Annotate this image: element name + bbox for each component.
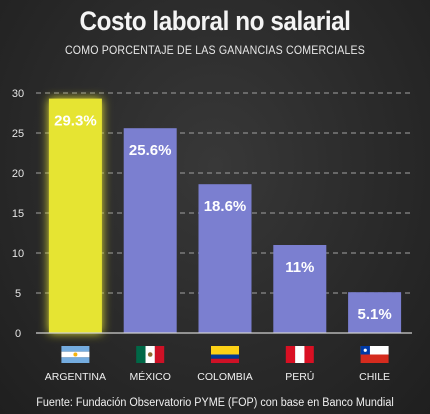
y-axis-ticks: 0 5 10 15 20 25 30 (12, 88, 24, 340)
category-label: PERÚ (285, 370, 314, 383)
peru-flag-icon (285, 346, 314, 363)
bar-chile (348, 292, 402, 333)
categories: ARGENTINA MÉXICO COLOMBIA PERÚ CHILE (45, 346, 390, 383)
category-label: CHILE (359, 371, 390, 383)
y-tick-label: 0 (15, 328, 21, 340)
bars: 29.3% 25.6% 18.6% 11% 5.1% (48, 98, 402, 333)
bar-value-label: 25.6% (129, 142, 172, 159)
bar-value-label: 5.1% (357, 306, 391, 323)
y-tick-label: 10 (12, 248, 24, 260)
y-tick-label: 20 (12, 168, 24, 180)
y-tick-label: 15 (12, 208, 24, 220)
bar-value-label: 11% (285, 259, 314, 276)
chart-subtitle: COMO PORCENTAJE DE LAS GANANCIAS COMERCI… (64, 45, 366, 57)
bar-value-label: 29.3% (54, 113, 97, 130)
category-label: MÉXICO (129, 370, 170, 383)
bar-perú (273, 245, 327, 333)
mexico-flag-icon (136, 346, 165, 363)
source-note: Fuente: Fundación Observatorio PYME (FOP… (36, 397, 394, 409)
bar-méxico (123, 128, 177, 333)
colombia-flag-icon (211, 346, 239, 363)
y-tick-label: 30 (12, 88, 24, 100)
chart-title: Costo laboral no salarial (79, 6, 351, 36)
bar-argentina (48, 98, 102, 333)
bar-colombia (198, 184, 252, 333)
bar-value-label: 18.6% (204, 198, 247, 215)
chile-flag-icon (360, 346, 389, 363)
y-tick-label: 5 (15, 288, 21, 300)
category-label: COLOMBIA (197, 371, 252, 383)
argentina-flag-icon (61, 346, 90, 363)
category-label: ARGENTINA (45, 371, 106, 383)
y-tick-label: 25 (12, 128, 24, 140)
